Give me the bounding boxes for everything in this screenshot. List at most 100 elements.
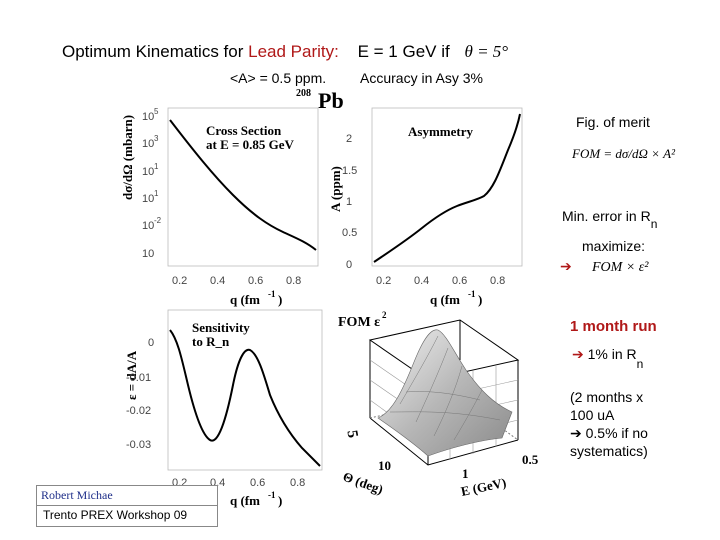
sens-ytick: -0.01 xyxy=(126,372,151,384)
min-error-label: Min. error in Rn xyxy=(562,208,658,231)
cs-ytick-exp: 1 xyxy=(154,162,159,171)
cs-ytick-exp: 3 xyxy=(154,134,159,143)
note-line-1: (2 months x xyxy=(570,389,644,405)
note-line-2: 100 uA xyxy=(570,407,615,423)
asymmetry-curve xyxy=(373,113,521,263)
cs-ytick-exp: 5 xyxy=(154,107,159,116)
fom-surface-plot: FOM ε 2 5 10 Θ (deg) 1 0.5 E (GeV) xyxy=(338,310,539,499)
title-energy: E = 1 GeV if xyxy=(357,42,450,61)
title-prefix: Optimum Kinematics for xyxy=(62,42,244,61)
sensitivity-xlabel-exp: -1 xyxy=(268,490,276,500)
sensitivity-plot: ε = dA/A Sensitivity to R_n 0 -0.01 -0.0… xyxy=(124,309,323,508)
sens-ytick: -0.02 xyxy=(126,405,151,417)
svg-text:): ) xyxy=(278,493,282,508)
fom-energy-tick: 1 xyxy=(462,466,469,481)
percent-text: 1% in R xyxy=(587,346,637,362)
fom-formula: FOM = dσ/dΩ × A² xyxy=(572,146,675,161)
asym-ytick: 0.5 xyxy=(342,227,357,239)
asymmetry-xlabel-exp: -1 xyxy=(468,289,476,299)
title-angle: θ = 5° xyxy=(464,42,509,61)
asymmetry-plot: A (ppm) Asymmetry 2 1.5 1 0.5 0 0.2 0.4 … xyxy=(328,107,523,307)
sens-ytick: -0.03 xyxy=(126,439,151,451)
asymmetry-xticks: 0.2 0.4 0.6 0.8 xyxy=(376,275,505,287)
asym-xtick: 0.8 xyxy=(490,275,505,287)
cs-ytick: 10 xyxy=(142,138,154,150)
cs-ytick-exp: 1 xyxy=(154,189,159,198)
note-line-4: systematics) xyxy=(570,443,648,459)
asymmetry-ylabel: A (ppm) xyxy=(328,166,343,212)
fom-surface-mesh xyxy=(389,335,501,441)
asymmetry-label: Asymmetry xyxy=(408,124,473,139)
cs-ytick: 10 xyxy=(142,220,154,232)
subtitle-accuracy: Accuracy in Asy 3% xyxy=(360,70,483,86)
svg-text:): ) xyxy=(278,292,282,307)
footer-conference: Trento PREX Workshop 09 xyxy=(43,508,188,522)
footer-author: Robert Michae xyxy=(41,488,113,502)
fom-surface xyxy=(377,329,513,457)
cs-xtick: 0.8 xyxy=(286,275,301,287)
percent-line: ➔ 1% in Rn xyxy=(572,346,643,371)
asym-xtick: 0.4 xyxy=(414,275,429,287)
cross-section-curve xyxy=(169,119,317,251)
footer-divider xyxy=(37,505,217,506)
fom-energy-tick: 0.5 xyxy=(522,452,539,467)
asymmetry-frame xyxy=(371,107,523,267)
sensitivity-label-1: Sensitivity xyxy=(192,320,250,335)
percent-sub: n xyxy=(636,356,644,371)
cs-ytick-exp: -2 xyxy=(154,216,162,225)
fig-of-merit-label: Fig. of merit xyxy=(576,114,650,130)
note-block: (2 months x 100 uA ➔ 0.5% if no systemat… xyxy=(570,388,648,460)
cross-section-xlabel-exp: -1 xyxy=(268,289,276,299)
cs-xtick: 0.6 xyxy=(248,275,263,287)
cs-ytick: 10 xyxy=(142,248,154,260)
cross-section-ylabel: dσ/dΩ (mbarn) xyxy=(120,115,135,200)
fom-theta-tick: 5 xyxy=(343,429,360,439)
asymmetry-xlabel: q (fm xyxy=(430,292,460,307)
cross-section-yticks: 10 5 10 3 10 1 10 1 10 -2 10 xyxy=(142,107,162,260)
cs-xtick: 0.4 xyxy=(210,275,225,287)
sensitivity-xlabel: q (fm xyxy=(230,493,260,508)
asym-ytick: 0 xyxy=(346,259,352,271)
cross-section-frame xyxy=(167,107,319,267)
sensitivity-ylabel: ε = dA/A xyxy=(124,350,139,400)
sens-ytick: 0 xyxy=(148,337,154,349)
month-run-label: 1 month run xyxy=(570,318,657,335)
asym-xtick: 0.2 xyxy=(376,275,391,287)
sensitivity-yticks: 0 -0.01 -0.02 -0.03 xyxy=(126,337,154,451)
nucleus-mass: 208 xyxy=(296,88,311,99)
cs-ytick: 10 xyxy=(142,166,154,178)
slide-title: Optimum Kinematics for Lead Parity: E = … xyxy=(62,42,508,62)
cross-section-plot: dσ/dΩ (mbarn) Cross Section at E = 0.85 … xyxy=(120,107,319,307)
cs-xtick: 0.2 xyxy=(172,275,187,287)
cross-section-xlabel: q (fm xyxy=(230,292,260,307)
min-error-text: Min. error in R xyxy=(562,208,651,224)
arrow-icon: ➔ xyxy=(572,346,584,362)
fom-label-exp: 2 xyxy=(382,310,387,320)
fom-theta-tick: 10 xyxy=(378,458,391,473)
fom-label: FOM ε xyxy=(338,315,380,330)
asym-ytick: 1.5 xyxy=(342,165,357,177)
svg-text:): ) xyxy=(478,292,482,307)
min-error-sub: n xyxy=(650,216,658,231)
sensitivity-curve xyxy=(169,329,321,467)
asym-xtick: 0.6 xyxy=(452,275,467,287)
sens-xtick: 0.8 xyxy=(290,477,305,489)
cross-section-label-1: Cross Section xyxy=(206,123,282,138)
arrow-icon: ➔ xyxy=(560,258,572,274)
cross-section-xticks: 0.2 0.4 0.6 0.8 xyxy=(172,275,301,287)
subtitle-current: <A> = 0.5 ppm. xyxy=(230,70,327,86)
cross-section-label-2: at E = 0.85 GeV xyxy=(206,137,295,152)
cs-ytick: 10 xyxy=(142,111,154,123)
title-highlight: Lead Parity: xyxy=(248,42,339,61)
arrow-icon: ➔ xyxy=(570,425,586,441)
asym-ytick: 2 xyxy=(346,133,352,145)
sens-xtick: 0.6 xyxy=(250,477,265,489)
maximize-label: maximize: xyxy=(582,238,646,254)
sensitivity-label-2: to R_n xyxy=(192,334,230,349)
sensitivity-frame xyxy=(167,309,323,471)
cs-ytick: 10 xyxy=(142,193,154,205)
maximize-formula: FOM × ε² xyxy=(592,260,649,275)
nucleus-symbol: Pb xyxy=(318,88,344,113)
note-line-3: ➔ 0.5% if no xyxy=(570,424,648,442)
footer-box: Robert Michae Trento PREX Workshop 09 xyxy=(36,485,218,527)
